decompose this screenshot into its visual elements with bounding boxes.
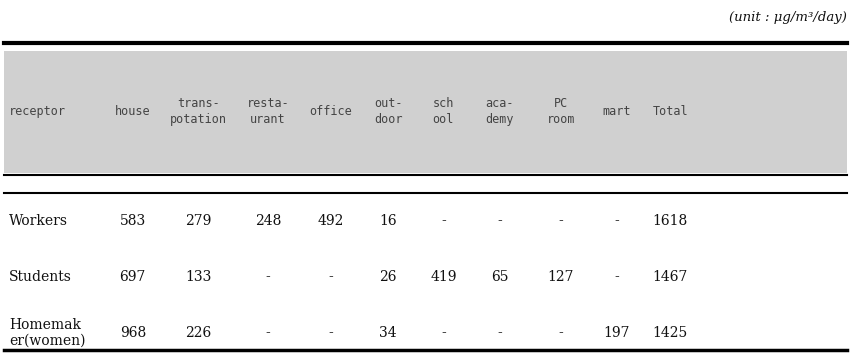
Text: -: - [558,326,563,340]
Text: 133: 133 [186,270,211,284]
Text: 226: 226 [186,326,211,340]
Text: trans-
potation: trans- potation [170,97,226,126]
Text: -: - [266,326,271,340]
Bar [4,51,847,173]
Text: receptor: receptor [9,105,66,118]
Text: (unit : μg/m³/day): (unit : μg/m³/day) [728,11,847,24]
Text: house: house [115,105,151,118]
Text: 1425: 1425 [653,326,688,340]
Text: -: - [497,214,502,228]
Text: -: - [328,326,333,340]
Text: -: - [441,326,446,340]
Text: 583: 583 [120,214,146,228]
Text: office: office [309,105,352,118]
Text: 968: 968 [120,326,146,340]
Text: sch
ool: sch ool [432,97,454,126]
Text: out-
door: out- door [374,97,403,126]
Text: -: - [497,326,502,340]
Text: aca-
demy: aca- demy [485,97,514,126]
Text: -: - [614,270,620,284]
Text: -: - [328,270,333,284]
Text: resta-
urant: resta- urant [247,97,289,126]
Text: -: - [614,214,620,228]
Text: -: - [558,214,563,228]
Text: 1618: 1618 [653,214,688,228]
Text: 34: 34 [380,326,397,340]
Text: PC
room: PC room [546,97,575,126]
Text: 492: 492 [317,214,344,228]
Text: 697: 697 [120,270,146,284]
Text: mart: mart [603,105,631,118]
Text: Homemak
er(women): Homemak er(women) [9,318,86,348]
Text: 279: 279 [186,214,211,228]
Text: 419: 419 [430,270,457,284]
Text: -: - [266,270,271,284]
Text: 127: 127 [547,270,574,284]
Text: Students: Students [9,270,72,284]
Text: 197: 197 [603,326,631,340]
Text: 248: 248 [255,214,281,228]
Text: Workers: Workers [9,214,68,228]
Text: 26: 26 [380,270,397,284]
Text: 65: 65 [491,270,508,284]
Text: 16: 16 [380,214,397,228]
Text: -: - [441,214,446,228]
Text: 1467: 1467 [653,270,688,284]
Text: Total: Total [653,105,688,118]
